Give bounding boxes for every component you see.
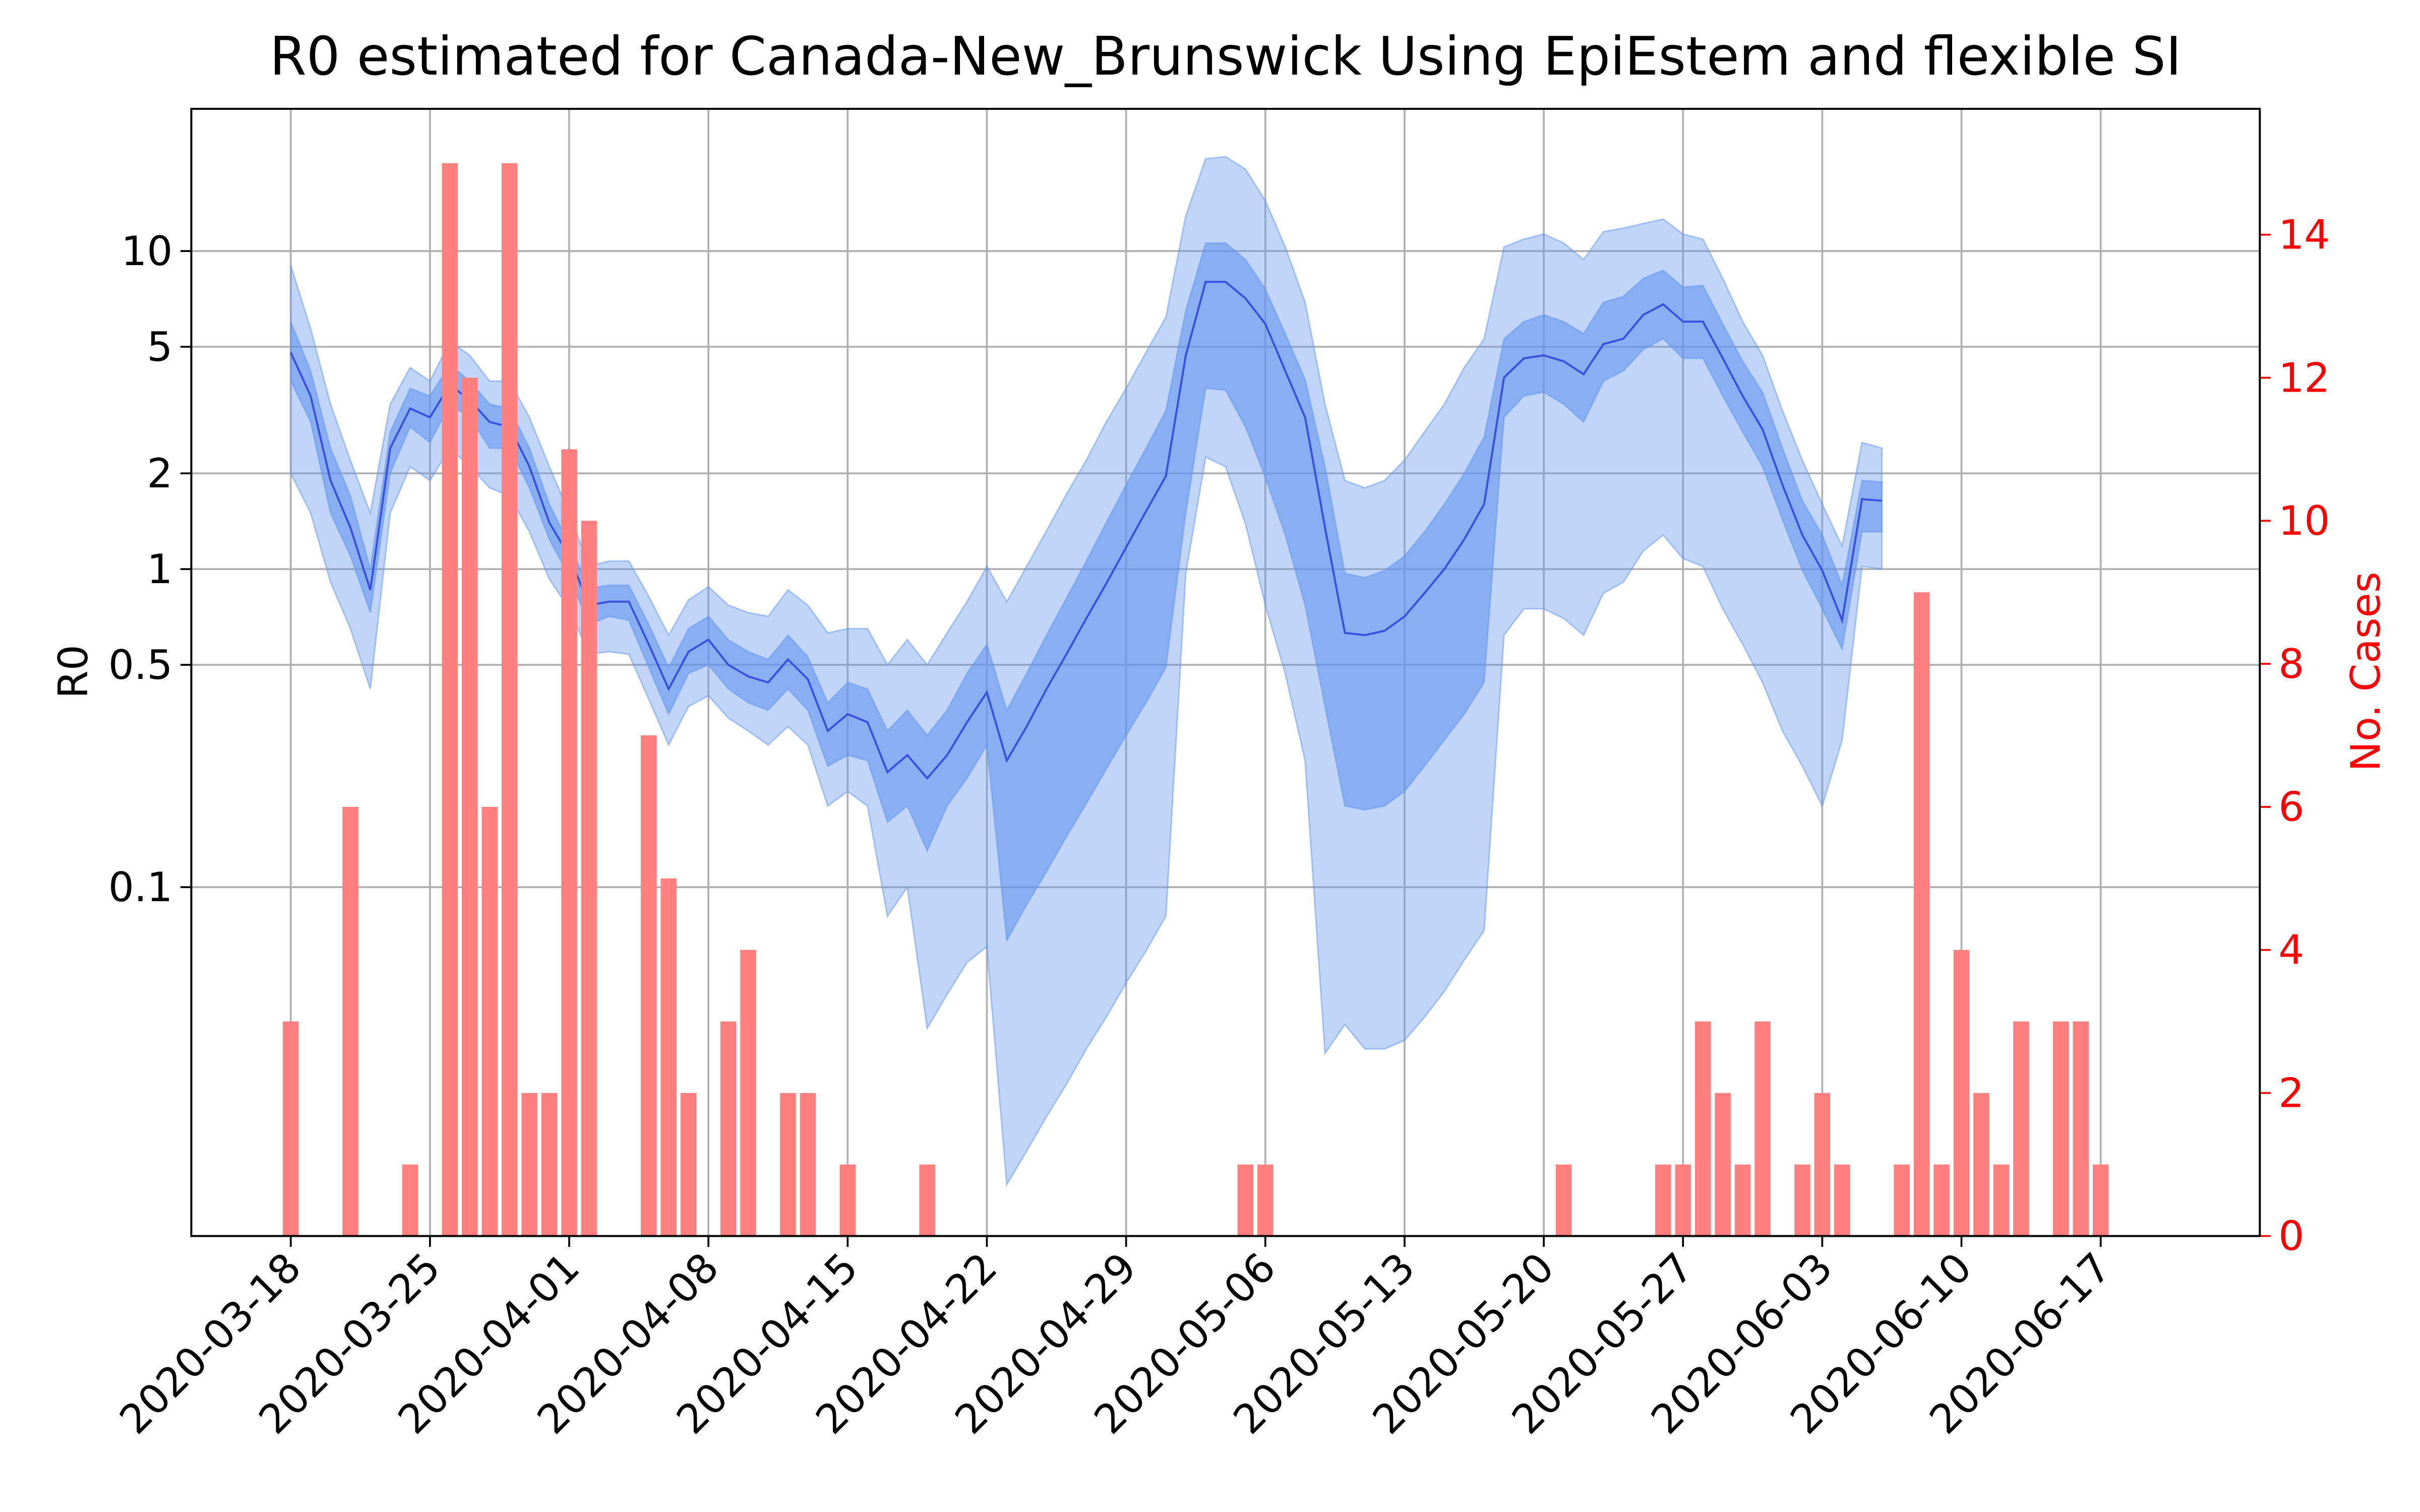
- case-bar: [1655, 1164, 1671, 1236]
- y2-tick-label: 4: [2278, 927, 2304, 974]
- case-bar: [1794, 1164, 1810, 1236]
- case-bar: [1695, 1021, 1711, 1236]
- case-bar: [919, 1164, 935, 1236]
- case-bar: [800, 1093, 816, 1236]
- case-bar: [2013, 1021, 2029, 1236]
- case-bar: [720, 1021, 737, 1236]
- case-bar: [282, 1021, 299, 1236]
- case-bar: [481, 806, 498, 1236]
- case-bar: [442, 163, 458, 1236]
- case-bar: [1754, 1021, 1771, 1236]
- case-bar: [1257, 1164, 1274, 1236]
- plot-frame: [190, 107, 2261, 1237]
- case-bar: [1973, 1093, 1989, 1236]
- case-bar: [2073, 1021, 2089, 1236]
- y-tick-label: 10: [121, 228, 172, 275]
- case-bar: [1834, 1164, 1850, 1236]
- case-bar: [2092, 1164, 2109, 1236]
- y2-tick-label: 14: [2278, 211, 2330, 258]
- y-tick-label: 5: [147, 324, 172, 370]
- y-tick-label: 1: [147, 546, 172, 593]
- y-tick-label: 0.5: [108, 642, 173, 688]
- case-bar: [1913, 592, 1930, 1236]
- r0-line: [289, 281, 1882, 780]
- case-bar: [342, 806, 358, 1236]
- y-axis-label: R0: [50, 645, 97, 699]
- case-bar: [541, 1093, 558, 1236]
- y2-tick-label: 10: [2278, 497, 2330, 544]
- y2-tick-label: 6: [2278, 784, 2304, 831]
- case-bar: [660, 878, 677, 1236]
- y2-tick-label: 12: [2278, 354, 2330, 401]
- case-bar: [680, 1093, 697, 1236]
- case-bar: [641, 735, 657, 1236]
- case-bar: [1993, 1164, 2010, 1236]
- case-bar: [501, 163, 518, 1236]
- case-bar: [402, 1164, 418, 1236]
- case-bar: [521, 1093, 537, 1236]
- case-bar: [1814, 1093, 1831, 1236]
- case-bar: [1953, 950, 1970, 1236]
- plot-area: [191, 108, 2260, 1236]
- case-bar: [1675, 1164, 1691, 1236]
- case-bar: [2052, 1021, 2069, 1236]
- case-bar: [1237, 1164, 1254, 1236]
- case-bar: [1894, 1164, 1910, 1236]
- y-tick-label: 2: [147, 450, 172, 497]
- case-bar: [1933, 1164, 1950, 1236]
- case-bar: [839, 1164, 856, 1236]
- case-bar: [1715, 1093, 1731, 1236]
- ci-band: [290, 242, 1883, 943]
- y-tick-label: 0.1: [108, 864, 173, 911]
- case-bar: [740, 950, 756, 1236]
- y2-tick-label: 2: [2278, 1069, 2304, 1116]
- case-bar: [780, 1093, 796, 1236]
- y2-axis-label: No. Cases: [2342, 572, 2389, 772]
- case-bar: [1734, 1164, 1751, 1236]
- chart-title: R0 estimated for Canada-New_Brunswick Us…: [270, 26, 2182, 87]
- case-bar: [581, 521, 597, 1236]
- y2-tick-label: 0: [2278, 1213, 2304, 1259]
- case-bar: [461, 377, 478, 1236]
- y2-tick-label: 8: [2278, 641, 2304, 687]
- case-bar: [1555, 1164, 1572, 1236]
- case-bar: [561, 449, 577, 1236]
